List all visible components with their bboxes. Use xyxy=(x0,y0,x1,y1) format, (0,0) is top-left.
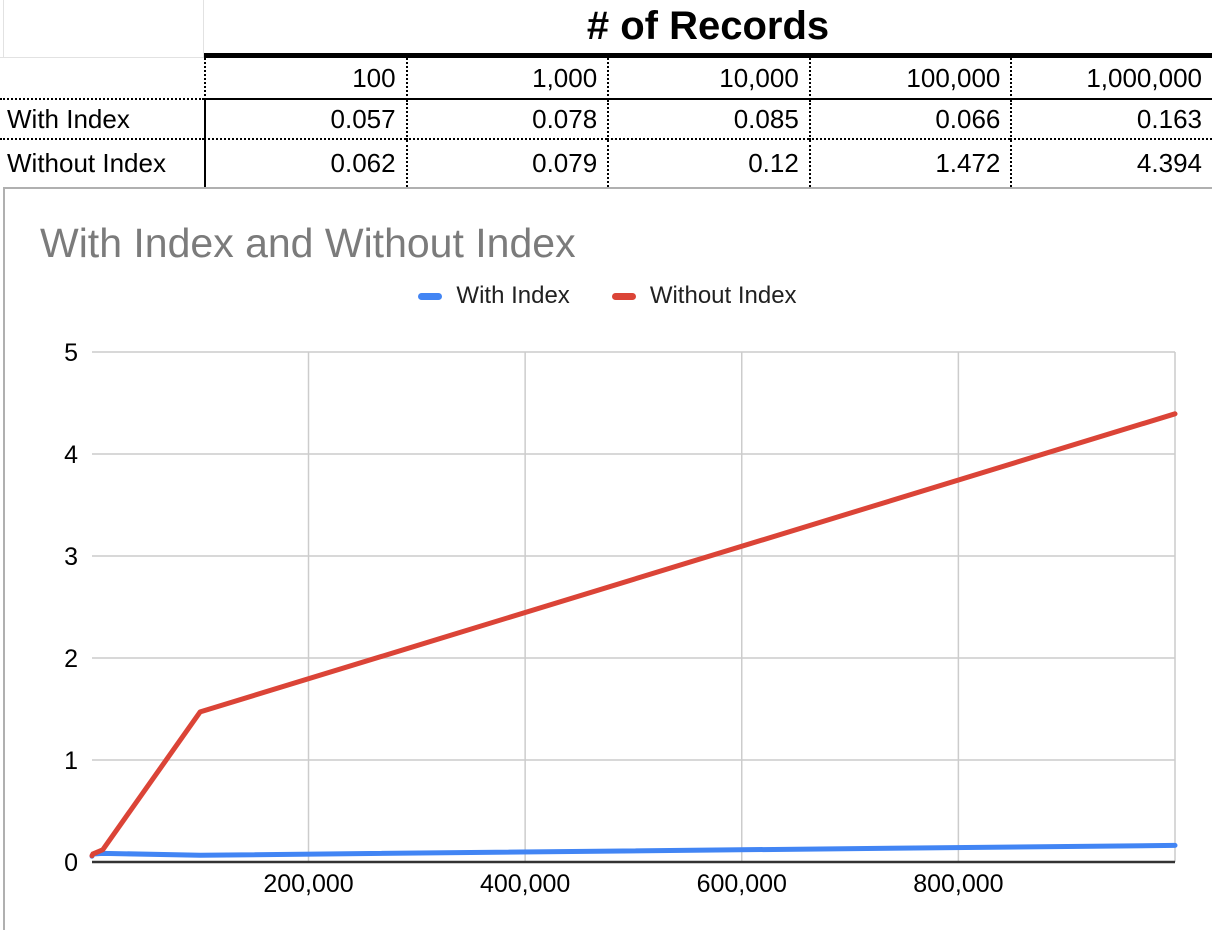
sheet-gridline xyxy=(3,0,4,57)
line-plot: 0 1 2 3 4 5 200,000 400,000 600,000 800,000 xyxy=(64,339,1178,898)
legend-item-with-index: With Index xyxy=(418,282,570,310)
cell-without-index-4[interactable]: 4.394 xyxy=(1010,140,1212,187)
header-100[interactable]: 100 xyxy=(204,58,406,100)
svg-text:2: 2 xyxy=(64,645,78,673)
svg-text:200,000: 200,000 xyxy=(263,870,353,898)
row-header-without-index[interactable]: Without Index xyxy=(7,148,166,178)
header-10000[interactable]: 10,000 xyxy=(607,58,809,100)
legend-swatch-with-index xyxy=(418,292,443,300)
header-1000[interactable]: 1,000 xyxy=(405,58,608,100)
corner-cell[interactable] xyxy=(0,0,204,58)
chart-title: With Index and Without Index xyxy=(40,220,576,266)
svg-text:3: 3 xyxy=(64,543,78,571)
cell-with-index-0[interactable]: 0.057 xyxy=(204,100,406,140)
legend-swatch-without-index xyxy=(611,292,636,300)
cell-with-index-2[interactable]: 0.085 xyxy=(607,100,809,140)
row-header-with-index[interactable]: With Index xyxy=(0,100,204,140)
svg-text:600,000: 600,000 xyxy=(697,870,787,898)
table-title-cell[interactable]: # of Records xyxy=(204,0,1212,58)
cell-without-index-0[interactable]: 0.062 xyxy=(204,140,406,187)
svg-text:1: 1 xyxy=(64,747,78,775)
chart-legend: With Index Without Index xyxy=(3,282,1212,310)
cell-without-index-1[interactable]: 0.079 xyxy=(405,140,608,187)
header-1000000[interactable]: 1,000,000 xyxy=(1010,58,1212,100)
cell-with-index-1[interactable]: 0.078 xyxy=(405,100,608,140)
cell-without-index-3[interactable]: 1.472 xyxy=(808,140,1011,187)
chart-card-border-top xyxy=(3,187,1212,189)
legend-label-without-index: Without Index xyxy=(649,282,797,309)
header-row-label-cell[interactable] xyxy=(0,58,204,100)
svg-text:400,000: 400,000 xyxy=(480,870,570,898)
svg-text:0: 0 xyxy=(64,849,78,877)
legend-item-without-index: Without Index xyxy=(611,282,797,310)
svg-text:4: 4 xyxy=(64,441,78,469)
header-100000[interactable]: 100,000 xyxy=(808,58,1011,100)
svg-text:5: 5 xyxy=(64,339,78,367)
records-table: # of Records 100 1,000 10,000 100,000 1,… xyxy=(0,0,1212,187)
legend-label-with-index: With Index xyxy=(456,282,570,309)
chart[interactable]: With Index and Without Index With Index … xyxy=(3,187,1212,930)
chart-card-border-left xyxy=(3,187,5,930)
cell-with-index-3[interactable]: 0.066 xyxy=(808,100,1011,140)
cell-with-index-4[interactable]: 0.163 xyxy=(1010,100,1212,140)
svg-text:800,000: 800,000 xyxy=(913,870,1003,898)
cell-without-index-2[interactable]: 0.12 xyxy=(607,140,809,187)
